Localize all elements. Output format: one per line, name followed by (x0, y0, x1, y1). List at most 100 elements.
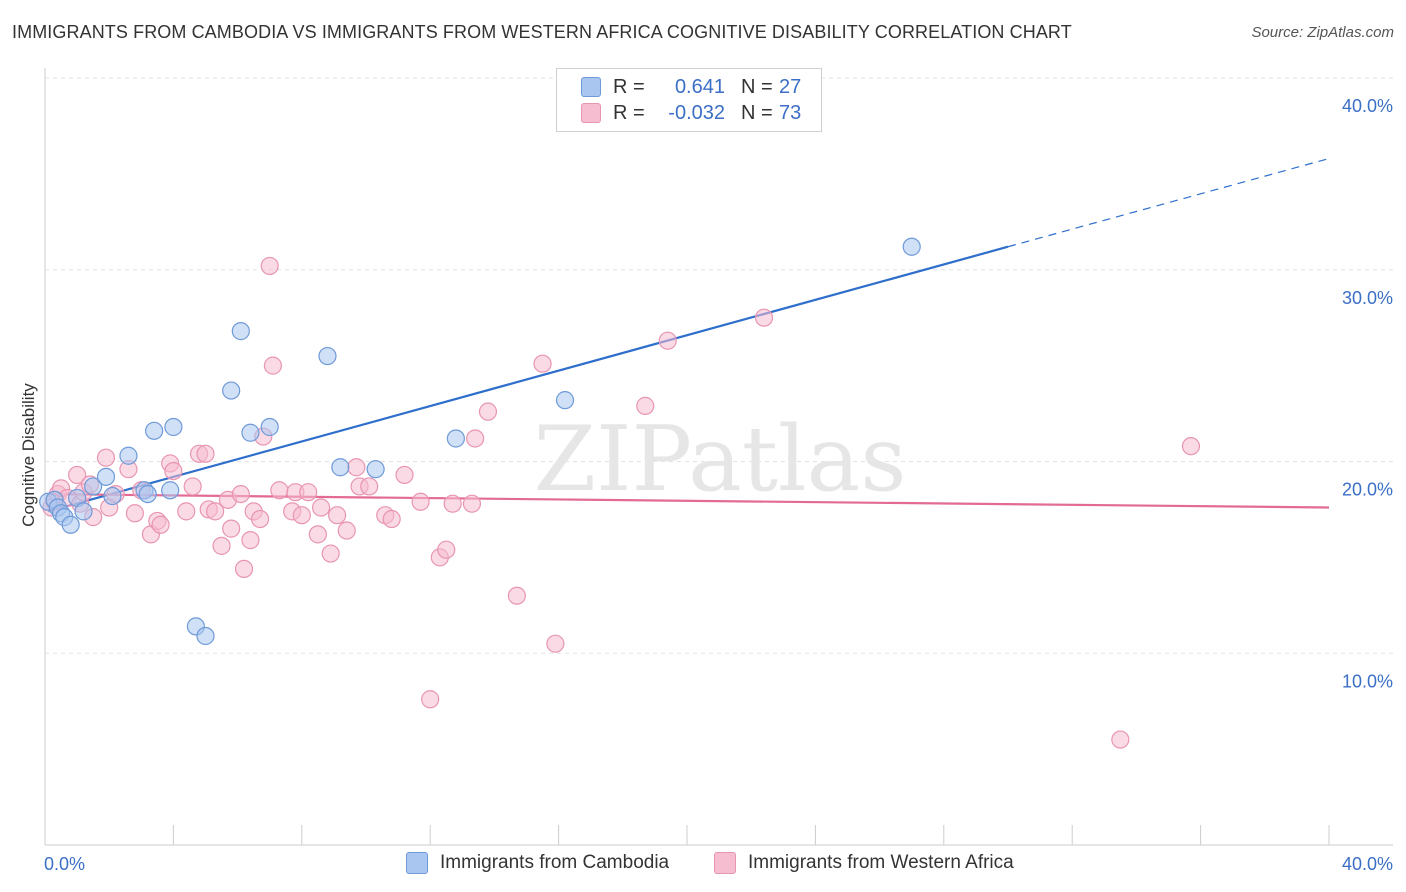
r-value: -0.032 (668, 101, 725, 124)
cambodia-point (96, 467, 116, 486)
legend-label-cambodia: Immigrants from Cambodia (440, 852, 670, 873)
cambodia-point (331, 458, 350, 477)
n-label: N = (741, 75, 773, 98)
western-africa-point (196, 444, 215, 463)
western-africa-point (206, 502, 225, 521)
cambodia-point (164, 417, 183, 437)
x-tick-label: 0.0% (44, 854, 85, 874)
cambodia-point (446, 429, 465, 448)
y-tick-label: 10.0% (1342, 671, 1393, 691)
western-africa-point (321, 544, 340, 563)
western-africa-point (1181, 437, 1201, 456)
western-africa-swatch (581, 103, 601, 123)
legend-item-cambodia: Immigrants from Cambodia (406, 852, 669, 874)
western-africa-point (466, 429, 485, 448)
cambodia-point (161, 481, 180, 500)
western-africa-point (533, 354, 552, 373)
western-africa-swatch (714, 852, 736, 874)
tick-labels: 10.0% 20.0% 30.0% 40.0% 0.0% 40.0% (44, 96, 1393, 874)
western-africa-point (241, 531, 260, 550)
legend-label-western-africa: Immigrants from Western Africa (748, 852, 1014, 873)
cambodia-swatch (581, 77, 601, 97)
cambodia-point (260, 417, 279, 437)
western-africa-point (299, 483, 318, 502)
n-value: 27 (779, 75, 802, 98)
cambodia-point (138, 484, 157, 504)
y-tick-label: 30.0% (1342, 288, 1393, 308)
western-africa-point (546, 634, 565, 653)
correlation-legend: R = 0.641 N = 27 R = -0.032 N = 73 (556, 68, 822, 132)
series-legend: Immigrants from Cambodia Immigrants from… (0, 852, 1406, 878)
western-africa-point (308, 525, 327, 544)
western-africa-point (164, 461, 183, 481)
western-africa-point (478, 402, 498, 421)
r-label: R = (613, 101, 645, 124)
western-africa-point (250, 509, 270, 529)
western-africa-point (347, 458, 366, 477)
western-africa-point (67, 465, 87, 485)
cambodia-trend-line (47, 245, 1009, 513)
trend-lines (47, 157, 1330, 513)
cambodia-point (103, 486, 122, 506)
y-tick-label: 20.0% (1342, 480, 1393, 500)
y-axis-label: Cognitive Disability (19, 383, 38, 527)
western-africa-point (411, 492, 430, 511)
western-africa-point (395, 465, 414, 485)
western-africa-point (151, 515, 170, 534)
western-africa-point (754, 308, 774, 327)
watermark: ZIPatlas (533, 407, 906, 512)
legend-row-western-africa: R = -0.032 N = 73 (581, 101, 801, 125)
western-africa-point (636, 396, 655, 415)
western-africa-point (658, 331, 677, 350)
cambodia-point (222, 381, 241, 400)
cambodia-point (145, 421, 164, 440)
western-africa-point (437, 540, 456, 559)
western-africa-point (263, 356, 283, 375)
cambodia-point (74, 502, 93, 521)
n-label: N = (741, 101, 773, 124)
legend-row-cambodia: R = 0.641 N = 27 (581, 75, 801, 99)
western-africa-point (462, 494, 482, 513)
western-africa-point (231, 484, 250, 504)
source-label: Source: ZipAtlas.com (1251, 24, 1394, 41)
western-africa-point (177, 502, 196, 521)
cambodia-point (231, 322, 250, 341)
western-africa-point (382, 509, 401, 529)
western-africa-point (1111, 730, 1130, 749)
cambodia-point (61, 515, 80, 534)
western-africa-point (234, 559, 254, 578)
western-africa-point (222, 519, 241, 538)
legend-item-western-africa: Immigrants from Western Africa (714, 852, 1014, 874)
x-tick-label: 40.0% (1342, 854, 1393, 874)
western-africa-point (507, 586, 526, 605)
axes (44, 68, 1393, 846)
western-africa-point (125, 504, 144, 523)
western-africa-point (311, 498, 331, 517)
western-africa-point (328, 506, 347, 525)
n-value: 73 (779, 101, 802, 124)
cambodia-point (84, 477, 103, 496)
western-africa-point (360, 477, 379, 496)
western-africa-point (270, 481, 289, 500)
data-points (39, 237, 1201, 749)
western-africa-point (443, 494, 462, 513)
cambodia-point (318, 346, 337, 366)
western-africa-point (337, 521, 356, 540)
r-value: 0.641 (674, 75, 725, 98)
cambodia-trend-extension (1007, 157, 1330, 248)
cambodia-point (902, 237, 921, 256)
y-tick-label: 40.0% (1342, 96, 1393, 116)
cambodia-point (196, 626, 215, 646)
western-africa-point (292, 506, 311, 525)
cambodia-point (119, 446, 138, 465)
western-africa-point (421, 690, 440, 709)
western-africa-point (96, 448, 116, 467)
cambodia-swatch (406, 852, 428, 874)
chart-title: IMMIGRANTS FROM CAMBODIA VS IMMIGRANTS F… (12, 22, 1072, 42)
cambodia-point (555, 391, 575, 410)
western-africa-trend-line (48, 492, 1330, 509)
western-africa-point (183, 477, 202, 496)
r-label: R = (613, 75, 645, 98)
western-africa-point (212, 536, 231, 555)
